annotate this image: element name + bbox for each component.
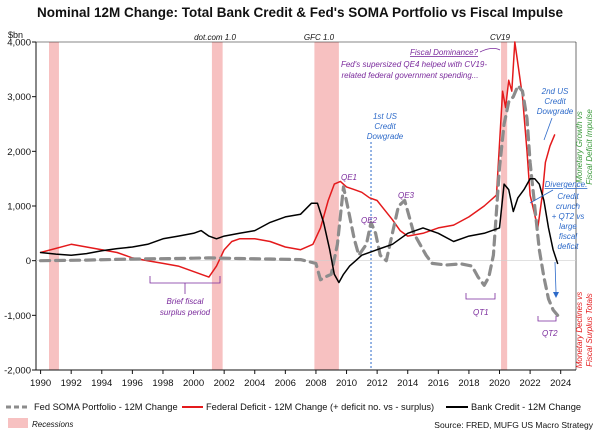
divergence-label-1: Divergence: [545,180,588,189]
legend-label-deficit: Federal Deficit - 12M Change (+ deficit … [206,402,434,412]
qt1-bracket [465,293,496,300]
y-tick-label: -1,000 [4,311,31,322]
y-ticks: -2,000 -1,000 0 1,000 2,000 3,000 4,000 [4,38,36,377]
legend-label-bank-credit: Bank Credit - 12M Change [471,402,581,412]
red-vertical-label-2: Fiscal Surplus Totals [585,293,594,367]
qe3-label: QE3 [398,191,415,200]
recession-band-2 [211,42,223,370]
series-line-soma [38,84,560,317]
dg2-label-1: 2nd US [541,87,569,96]
red-vertical-label-1: Monetary Declines vs [575,292,584,368]
dg2-label-2: Credit [544,97,566,106]
x-tick-label: 2004 [244,378,265,389]
x-tick-label: 2008 [305,378,326,389]
divergence-label-4: + QT2 vs [552,212,585,221]
y-tick-label: 4,000 [7,38,31,49]
dotcom-label: dot.com 1.0 [194,33,236,42]
x-tick-label: 2016 [428,378,449,389]
annotations: dot.com 1.0 GFC 1.0 CV19 Fiscal Dominanc… [149,33,594,368]
axes [35,41,577,371]
gfc-label: GFC 1.0 [304,33,335,42]
fiscal-dominance-text-2: related federal government spending... [342,71,479,80]
recession-bands [49,42,508,370]
green-vertical-label-2: Fiscal Deficit Impulse [585,109,594,185]
divergence-arrowhead [553,292,559,298]
green-vertical-label-1: Monetary Growth vs [575,111,584,183]
surplus-label-1: Brief fiscal [167,297,204,306]
x-tick-label: 1998 [152,378,173,389]
x-tick-label: 1990 [30,378,51,389]
x-tick-label: 1996 [122,378,143,389]
legend-label-recessions: Recessions [32,420,73,429]
qe2-label: QE2 [361,216,378,225]
y-axis-unit: $bn [8,30,23,40]
recession-band-1 [49,42,59,370]
qt1-label: QT1 [473,308,489,317]
legend: Fed SOMA Portfolio - 12M Change Federal … [6,402,581,429]
y-tick-label: -2,000 [4,366,31,377]
dg1-label-2: Credit [374,122,396,131]
x-tick-label: 2002 [214,378,235,389]
dg2-label-3: Dowgrade [537,107,574,116]
source-note: Source: FRED, MUFG US Macro Strategy [434,420,593,430]
y-tick-label: 3,000 [7,92,31,103]
series-group [38,41,560,317]
x-tick-label: 2010 [336,378,357,389]
x-tick-label: 2012 [367,378,388,389]
fiscal-dominance-arrow [479,48,501,53]
divergence-arrow-1 [529,189,554,204]
divergence-label-7: deficit [558,242,580,251]
dg1-label-3: Dowgrade [367,132,404,141]
cv19-label: CV19 [490,33,511,42]
legend-label-soma: Fed SOMA Portfolio - 12M Change [34,402,178,412]
x-tick-label: 2006 [275,378,296,389]
x-tick-label: 2018 [458,378,479,389]
y-tick-label: 0 [26,256,31,267]
x-tick-label: 2000 [183,378,204,389]
dg1-label-1: 1st US [373,112,398,121]
qt2-label: QT2 [542,329,558,338]
y-tick-label: 1,000 [7,202,31,213]
fiscal-dominance-text-1: Fed's supersized QE4 helped with CV19- [341,60,487,69]
surplus-label-2: surplus period [160,308,211,317]
x-tick-label: 2020 [489,378,510,389]
qe1-label: QE1 [341,173,357,182]
x-tick-label: 2024 [550,378,571,389]
divergence-arrow-2 [554,261,557,293]
dg2-arrow [543,117,553,141]
x-tick-label: 2022 [520,378,541,389]
x-ticks: 1990 1992 1994 1996 1998 2000 2002 2004 2006 2008… [30,370,571,389]
legend-swatch-recessions [8,418,28,428]
series-line-deficit [39,41,556,278]
qt2-bracket [537,316,557,322]
x-tick-label: 1992 [61,378,82,389]
divergence-label-3: crunch [556,202,581,211]
divergence-label-6: fiscal [559,232,577,241]
divergence-label-5: large [559,222,577,231]
recession-band-4 [501,42,508,370]
chart-title: Nominal 12M Change: Total Bank Credit & … [37,5,564,20]
x-tick-label: 2014 [397,378,418,389]
series-line-bank-credit [39,177,559,284]
fiscal-dominance-label: Fiscal Dominance? [410,48,479,57]
x-tick-label: 1994 [91,378,112,389]
y-tick-label: 2,000 [7,147,31,158]
divergence-label-2: Credit [557,192,579,201]
